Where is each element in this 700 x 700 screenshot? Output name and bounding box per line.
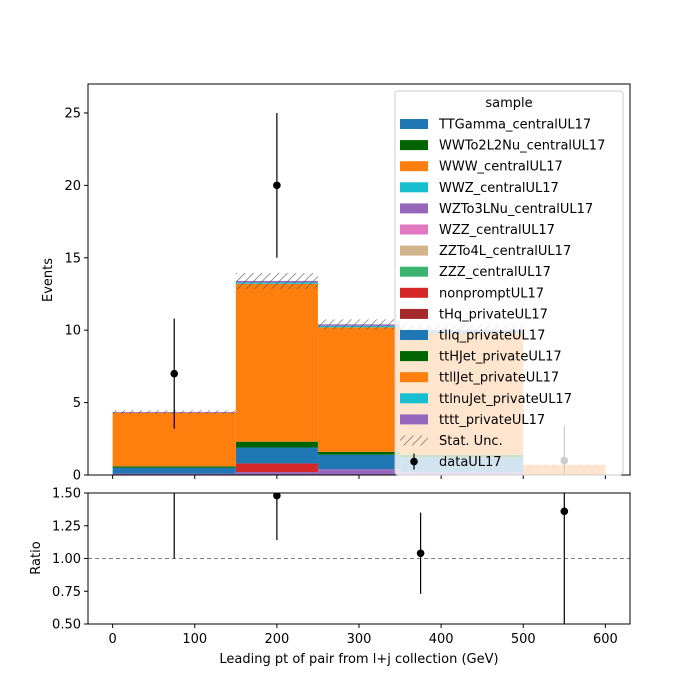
legend-label-1: WWTo2L2Nu_centralUL17 [439,139,605,154]
legend-swatch-8 [400,287,428,298]
ratio-point-0 [170,476,178,484]
ratio-y-tick-label-1.50: 1.50 [52,487,81,502]
legend-swatch-1 [400,140,428,151]
y-tick-label-15: 15 [64,251,81,266]
legend-label-12: ttllJet_privateUL17 [439,371,559,386]
x-axis-label: Leading pt of pair from l+j collection (… [219,652,498,667]
legend-swatch-0 [400,119,428,129]
legend-label-data: dataUL17 [439,455,502,470]
bar-wzto3lnu-centralul17-bin-2 [317,469,401,475]
legend-label-stat-unc: Stat. Unc. [439,434,503,449]
y-tick-label-25: 25 [64,106,81,121]
bar-tllq-privateul17-bin-2 [317,454,401,470]
bar-ttlljet-privateul17-bin-1 [235,283,318,442]
legend-swatch-3 [400,182,428,193]
x-tick-label-100: 100 [182,632,207,647]
data-point-0 [170,369,179,378]
ratio-y-tick-label-1.25: 1.25 [52,519,81,534]
legend-label-2: WWW_centralUL17 [439,160,563,175]
legend-label-8: nonpromptUL17 [439,286,544,301]
ratio-y-tick-label-0.50: 0.50 [52,618,81,633]
legend-label-6: ZZTo4L_centralUL17 [439,244,571,259]
legend-label-0: TTGamma_centralUL17 [438,118,591,133]
legend-swatch-6 [400,245,428,256]
legend: sample TTGamma_centralUL17 WWTo2L2Nu_cent… [394,90,624,476]
ratio-panel: 0.50 0.75 1.00 1.25 1.50 0 100 200 300 400 500 600… [29,476,631,667]
legend-label-14: tttt_privateUL17 [439,413,545,428]
x-tick-label-600: 600 [593,632,618,647]
bar-tthjet-privateul17-bin-0 [112,466,236,468]
legend-box [394,90,624,476]
legend-swatch-2 [400,161,428,172]
legend-label-11: ttHJet_privateUL17 [439,350,562,365]
legend-title: sample [485,96,532,111]
legend-label-5: WZZ_centralUL17 [439,223,555,238]
y-tick-label-0: 0 [73,469,81,484]
legend-swatch-7 [400,266,428,277]
y-tick-label-20: 20 [64,179,81,194]
legend-swatch-10 [400,330,428,340]
ratio-y-tick-label-1.00: 1.00 [52,552,81,567]
ratio-y-axis-ticks: 0.50 0.75 1.00 1.25 1.50 [52,487,88,633]
legend-label-13: ttlnuJet_privateUL17 [439,392,572,407]
x-tick-label-500: 500 [511,632,536,647]
legend-swatch-12 [400,372,428,383]
legend-swatch-stat-unc [400,435,428,446]
legend-label-9: tHq_privateUL17 [439,307,548,322]
legend-data-marker [410,457,418,466]
bar-tllq-privateul17-bin-1 [235,447,318,464]
ratio-point-3 [560,507,569,516]
legend-swatch-14 [400,414,428,425]
legend-swatch-9 [400,308,428,319]
y-tick-label-5: 5 [73,396,81,411]
x-axis-ticks: 0 100 200 300 400 500 600 [108,624,618,647]
ratio-points [170,476,569,624]
data-point-1 [273,181,281,190]
bar-nonpromptul17-bin-1 [235,463,318,473]
legend-swatch-5 [400,224,428,235]
legend-label-7: ZZZ_centralUL17 [439,265,551,280]
legend-label-4: WZTo3LNu_centralUL17 [439,202,593,217]
stat-unc-band-bin-1 [235,272,318,289]
x-tick-label-300: 300 [347,632,372,647]
bar-tthjet-privateul17-bin-2 [317,451,401,455]
x-tick-label-200: 200 [264,632,289,647]
legend-items: TTGamma_centralUL17 WWTo2L2Nu_centralUL17… [400,118,605,470]
legend-label-10: tllq_privateUL17 [439,329,545,344]
legend-label-3: WWZ_centralUL17 [439,181,559,196]
bar-wzto3lnu-centralul17-bin-1 [235,472,318,475]
ratio-y-axis-label: Ratio [29,541,44,574]
bar-tllq-privateul17-bin-0 [112,467,236,474]
x-tick-label-0: 0 [108,632,116,647]
ratio-point-1 [273,493,281,500]
bar-wzto3lnu-centralul17-bin-0 [112,473,236,475]
legend-swatch-4 [400,203,428,214]
legend-swatch-13 [400,393,428,404]
x-axis-ticks-top [112,475,606,479]
ratio-point-2 [416,549,425,558]
bar-ttlljet-privateul17-bin-2 [317,327,401,452]
y-axis-ticks: 0 5 10 15 20 25 [64,106,88,484]
ratio-panel-frame [87,492,631,625]
legend-swatch-11 [400,351,428,362]
bar-tthjet-privateul17-bin-1 [235,441,318,448]
stat-unc-band-bin-2 [317,319,401,330]
y-tick-label-10: 10 [64,324,81,339]
ratio-y-tick-label-0.75: 0.75 [52,585,81,600]
y-axis-label: Events [41,258,56,302]
x-tick-label-400: 400 [429,632,454,647]
